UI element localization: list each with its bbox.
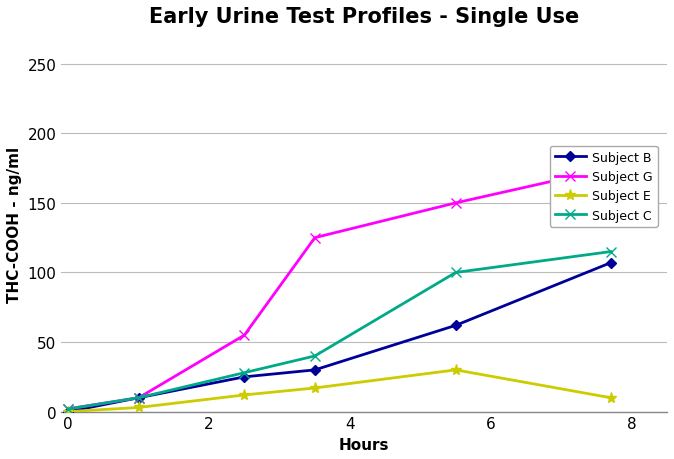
- Subject E: [607, 395, 615, 401]
- Subject G: [241, 333, 249, 338]
- Subject B: [241, 374, 249, 380]
- Line: Subject G: Subject G: [63, 164, 615, 414]
- Subject C: [64, 406, 72, 412]
- Subject G: [135, 395, 143, 401]
- Subject G: [64, 406, 72, 412]
- Subject C: [452, 270, 460, 275]
- Subject G: [452, 201, 460, 206]
- Subject C: [607, 249, 615, 255]
- Title: Early Urine Test Profiles - Single Use: Early Urine Test Profiles - Single Use: [149, 7, 579, 27]
- Subject E: [241, 392, 249, 398]
- Subject E: [452, 367, 460, 373]
- Subject B: [607, 260, 615, 266]
- Subject C: [135, 395, 143, 401]
- Subject B: [135, 395, 143, 401]
- Subject G: [607, 166, 615, 172]
- Line: Subject C: Subject C: [63, 247, 615, 414]
- Line: Subject B: Subject B: [65, 260, 614, 415]
- Y-axis label: THC-COOH - ng/ml: THC-COOH - ng/ml: [7, 146, 22, 302]
- X-axis label: Hours: Hours: [339, 437, 390, 452]
- Legend: Subject B, Subject G, Subject E, Subject C: Subject B, Subject G, Subject E, Subject…: [550, 146, 658, 227]
- Subject B: [64, 409, 72, 414]
- Subject C: [241, 370, 249, 375]
- Subject C: [311, 353, 319, 359]
- Subject B: [452, 323, 460, 328]
- Subject E: [135, 405, 143, 410]
- Subject E: [64, 409, 72, 414]
- Line: Subject E: Subject E: [63, 364, 616, 417]
- Subject G: [311, 235, 319, 241]
- Subject B: [311, 367, 319, 373]
- Subject E: [311, 386, 319, 391]
